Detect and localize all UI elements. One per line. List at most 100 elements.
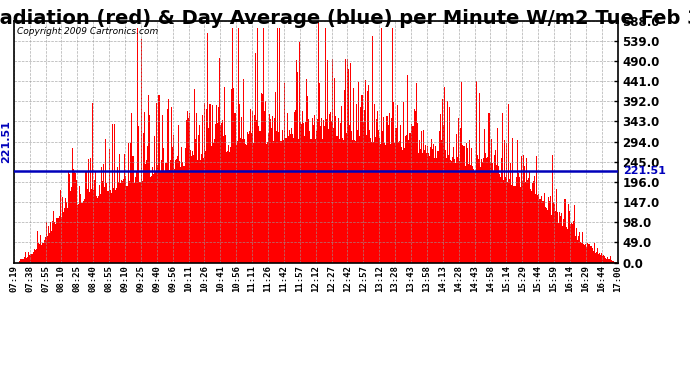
Bar [210,146,212,262]
Bar [36,249,37,262]
Bar [451,160,452,262]
Bar [498,166,499,262]
Bar [380,144,382,262]
Bar [511,185,513,262]
Bar [358,82,359,262]
Bar [366,91,368,262]
Bar [391,118,392,262]
Bar [398,142,399,262]
Bar [293,138,294,262]
Bar [50,222,51,262]
Bar [161,115,163,262]
Bar [121,180,122,262]
Text: 16:29: 16:29 [581,265,590,292]
Bar [519,177,520,262]
Bar [150,177,151,262]
Bar [423,130,424,262]
Text: 17:00: 17:00 [613,265,622,292]
Bar [357,130,358,262]
Bar [38,243,39,262]
Bar [42,243,43,262]
Bar [255,53,257,262]
Bar [129,181,130,262]
Text: 09:25: 09:25 [137,265,146,292]
Bar [601,253,602,262]
Bar [313,116,315,262]
Bar [226,153,227,262]
Text: 16:14: 16:14 [565,265,574,292]
Text: 08:10: 08:10 [57,265,66,292]
Text: 15:59: 15:59 [549,265,558,292]
Bar [523,155,524,262]
Bar [448,155,449,262]
Bar [212,105,213,262]
Bar [493,155,495,262]
Bar [264,111,265,262]
Bar [315,139,316,262]
Text: 12:12: 12:12 [311,265,320,292]
Bar [406,135,407,262]
Bar [575,237,576,262]
Bar [173,135,174,262]
Bar [339,123,341,262]
Bar [484,129,485,262]
Bar [555,211,556,262]
Bar [67,209,68,262]
Bar [266,144,267,262]
Bar [373,142,374,262]
Bar [527,180,528,262]
Bar [135,177,136,262]
Bar [89,192,90,262]
Bar [71,187,72,262]
Bar [166,164,167,262]
Bar [254,116,255,262]
Bar [201,154,202,262]
Bar [100,194,101,262]
Bar [388,112,390,262]
Bar [318,22,319,262]
Bar [68,171,69,262]
Bar [457,157,458,262]
Bar [359,136,360,262]
Bar [310,140,311,262]
Bar [489,162,491,262]
Bar [117,167,118,262]
Bar [507,182,509,262]
Bar [277,28,278,262]
Bar [345,59,346,262]
Text: 14:43: 14:43 [470,265,479,292]
Bar [355,141,356,262]
Bar [250,109,251,262]
Bar [434,158,435,262]
Bar [248,134,249,262]
Text: 221.51: 221.51 [1,120,11,163]
Bar [329,114,331,262]
Bar [344,90,345,262]
Bar [259,131,261,262]
Bar [548,197,549,262]
Bar [216,105,217,262]
Bar [86,171,87,262]
Bar [477,155,478,262]
Bar [132,156,133,262]
Bar [473,169,474,262]
Bar [72,148,73,262]
Bar [591,248,593,262]
Bar [456,134,457,262]
Bar [125,177,126,262]
Bar [184,148,186,262]
Bar [128,143,129,262]
Bar [610,256,611,262]
Bar [384,144,386,262]
Bar [419,140,420,262]
Bar [420,149,421,262]
Bar [19,261,20,262]
Bar [194,89,195,262]
Bar [225,135,226,262]
Bar [522,182,523,262]
Bar [73,169,75,262]
Text: 14:28: 14:28 [454,265,463,292]
Bar [608,259,609,262]
Bar [400,125,401,262]
Bar [417,153,419,262]
